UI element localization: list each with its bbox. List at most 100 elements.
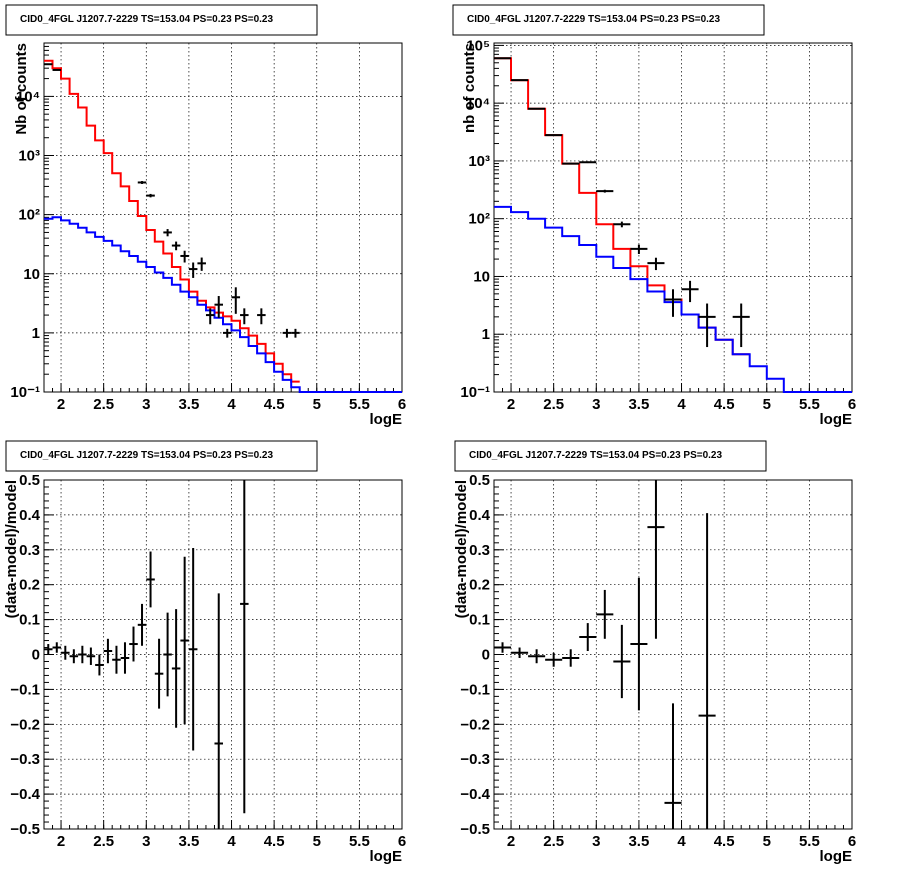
x-tick-label: 5 [763, 833, 771, 850]
data-point [129, 626, 138, 662]
data-point [231, 287, 241, 314]
data-point [596, 589, 614, 639]
chart-title: CID0_4FGL J1207.7-2229 TS=153.04 PS=0.23… [20, 450, 273, 461]
data-point [579, 623, 597, 652]
title-box [452, 4, 765, 36]
x-tick-label: 5 [313, 396, 321, 413]
y-tick-label: 10⁵ [466, 37, 490, 54]
y-tick-label: 0.4 [19, 507, 41, 524]
data-point [223, 328, 232, 338]
y-tick-label: −0.3 [10, 751, 40, 768]
y-tick-label: 10² [468, 211, 490, 228]
data-point [163, 229, 172, 237]
y-tick-label: −0.2 [460, 716, 490, 733]
model-total-histogram [44, 59, 300, 383]
model-component-histogram [44, 216, 402, 393]
y-tick-label: −0.1 [10, 681, 40, 698]
y-tick-label: 10⁻¹ [10, 384, 40, 401]
model-total-histogram [494, 57, 750, 356]
chart-title: CID0_4FGL J1207.7-2229 TS=153.04 PS=0.23… [469, 450, 722, 461]
x-tick-label: 2 [507, 833, 515, 850]
y-tick-label: 0.2 [469, 577, 490, 594]
x-tick-label: 5 [313, 833, 321, 850]
x-tick-label: 3.5 [178, 833, 199, 850]
data-point [257, 308, 266, 325]
y-tick-label: 0 [32, 647, 40, 664]
data-point [146, 551, 155, 608]
y-tick-label: −0.5 [10, 821, 40, 838]
x-tick-label: 3 [142, 396, 150, 413]
data-point [171, 609, 181, 728]
data-point [698, 303, 716, 348]
y-tick-label: 10² [18, 207, 40, 224]
data-point [291, 328, 300, 338]
data-point [664, 703, 682, 829]
x-tick-label: 6 [398, 833, 406, 850]
data-point [528, 107, 546, 110]
y-tick-label: 10³ [468, 153, 490, 170]
x-tick-label: 5.5 [799, 396, 820, 413]
data-point [240, 308, 249, 325]
data-point [613, 624, 631, 699]
data-point [154, 638, 164, 709]
panel-bottom-left: CID0_4FGL J1207.7-2229 TS=153.04 PS=0.23… [3, 440, 406, 865]
data-point [613, 221, 631, 228]
data-point [171, 241, 181, 251]
y-tick-label: 10 [23, 266, 40, 283]
x-axis-label: logE [820, 848, 853, 865]
title-box [454, 440, 767, 472]
data-point [562, 649, 580, 667]
x-tick-label: 3 [592, 396, 600, 413]
plot-frame [43, 42, 403, 393]
data-point [240, 480, 249, 814]
y-tick-label: 0.1 [19, 612, 40, 629]
x-tick-label: 4.5 [714, 396, 735, 413]
y-tick-label: 0.5 [19, 472, 40, 489]
y-tick-label: 10⁴ [16, 88, 40, 105]
x-tick-label: 2.5 [93, 396, 114, 413]
y-tick-label: 0 [482, 647, 490, 664]
data-point [545, 652, 563, 667]
data-point [647, 480, 665, 639]
y-axis-label: (data-model)/model [3, 480, 20, 618]
y-tick-label: 0.1 [469, 612, 490, 629]
data-point [579, 161, 597, 164]
y-axis-label: Nb of counts [13, 43, 30, 135]
model-component-histogram [494, 205, 852, 393]
data-point [146, 193, 155, 198]
x-tick-label: 2.5 [543, 396, 564, 413]
title-box [5, 440, 318, 472]
x-tick-label: 6 [848, 396, 856, 413]
title-box [5, 4, 318, 36]
data-point [630, 244, 648, 254]
x-axis-label: logE [370, 848, 403, 865]
x-tick-label: 6 [848, 833, 856, 850]
data-point [180, 250, 189, 263]
y-axis-label: (data-model)/model [453, 480, 470, 618]
data-point [647, 257, 665, 271]
data-point [197, 257, 206, 271]
x-tick-label: 4 [677, 833, 686, 850]
x-tick-label: 2.5 [543, 833, 564, 850]
data-point [596, 189, 614, 193]
y-tick-label: −0.3 [460, 751, 490, 768]
data-point [630, 577, 648, 711]
data-point [69, 649, 79, 664]
chart-title: CID0_4FGL J1207.7-2229 TS=153.04 PS=0.23… [20, 14, 273, 25]
y-tick-label: 0.2 [19, 577, 40, 594]
y-tick-label: 10³ [18, 148, 40, 165]
data-point [163, 612, 172, 697]
x-tick-label: 5.5 [349, 396, 370, 413]
data-point [511, 647, 529, 658]
x-tick-label: 5.5 [799, 833, 820, 850]
x-tick-label: 3.5 [178, 396, 199, 413]
data-point [137, 181, 147, 184]
x-axis-label: logE [820, 411, 853, 428]
data-point [681, 280, 699, 303]
data-point [494, 642, 512, 653]
y-tick-label: −0.4 [10, 786, 40, 803]
data-point [205, 308, 215, 325]
panel-top-right: CID0_4FGL J1207.7-2229 TS=153.04 PS=0.23… [452, 4, 856, 428]
data-point [44, 644, 53, 655]
